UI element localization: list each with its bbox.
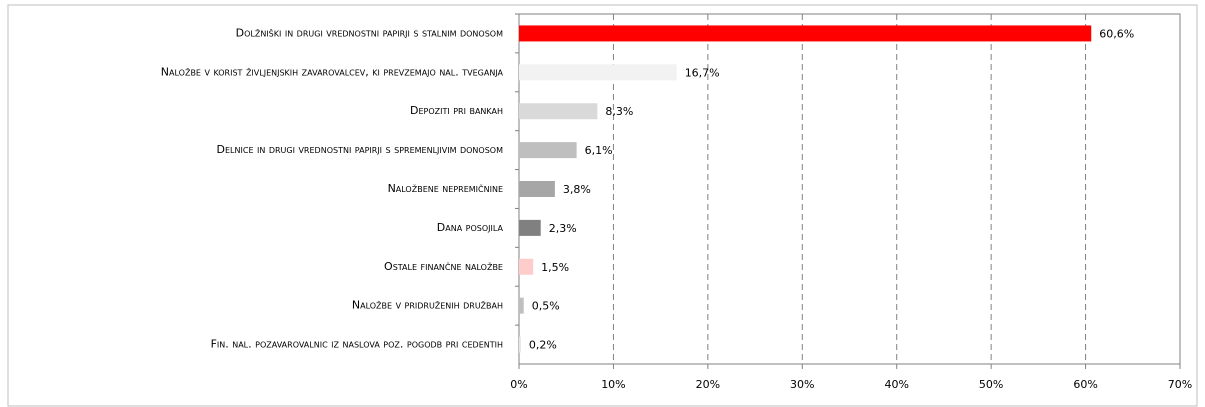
data-label: 3,8% [563,183,591,196]
data-label: 2,3% [549,222,577,235]
bar [519,103,598,120]
data-label: 60,6% [1099,27,1134,40]
x-tick-label: 30% [790,378,814,391]
y-tick-label: Naložbe v pridruženih družbah [352,299,503,312]
y-tick-label: Dana posojila [437,221,504,234]
y-tick-label: Depoziti pri bankah [410,104,503,117]
bar [519,258,534,275]
data-label: 1,5% [541,261,569,274]
bar [519,64,677,81]
x-tick-label: 50% [979,378,1003,391]
x-tick-label: 70% [1168,378,1192,391]
data-label: 0,5% [532,300,560,313]
bar [519,336,521,353]
y-tick-label: Fin. nal. pozavarovalnic iz naslova poz.… [211,338,503,351]
data-label: 16,7% [685,66,720,79]
bar [519,181,555,197]
bar [519,25,1092,42]
x-tick-label: 0% [510,378,527,391]
x-tick-label: 10% [601,378,625,391]
bar [519,219,541,236]
y-tick-label: Dolžniški in drugi vrednostni papirji s … [236,26,503,39]
data-label: 6,1% [585,144,613,157]
x-tick-label: 20% [696,378,720,391]
data-label: 8,3% [605,105,633,118]
x-tick-label: 40% [884,378,908,391]
chart-frame [7,4,1198,407]
y-tick-label: Ostale finančne naložbe [384,260,503,273]
data-label: 0,2% [529,339,557,352]
y-tick-label: Delnice in drugi vrednostni papirji s sp… [217,143,504,156]
y-tick-label: Naložbe v korist življenjskih zavarovalc… [161,65,504,78]
x-tick-label: 60% [1073,378,1097,391]
bar [519,297,524,314]
y-tick-label: Naložbene nepremičnine [388,182,503,195]
bar [519,142,577,159]
